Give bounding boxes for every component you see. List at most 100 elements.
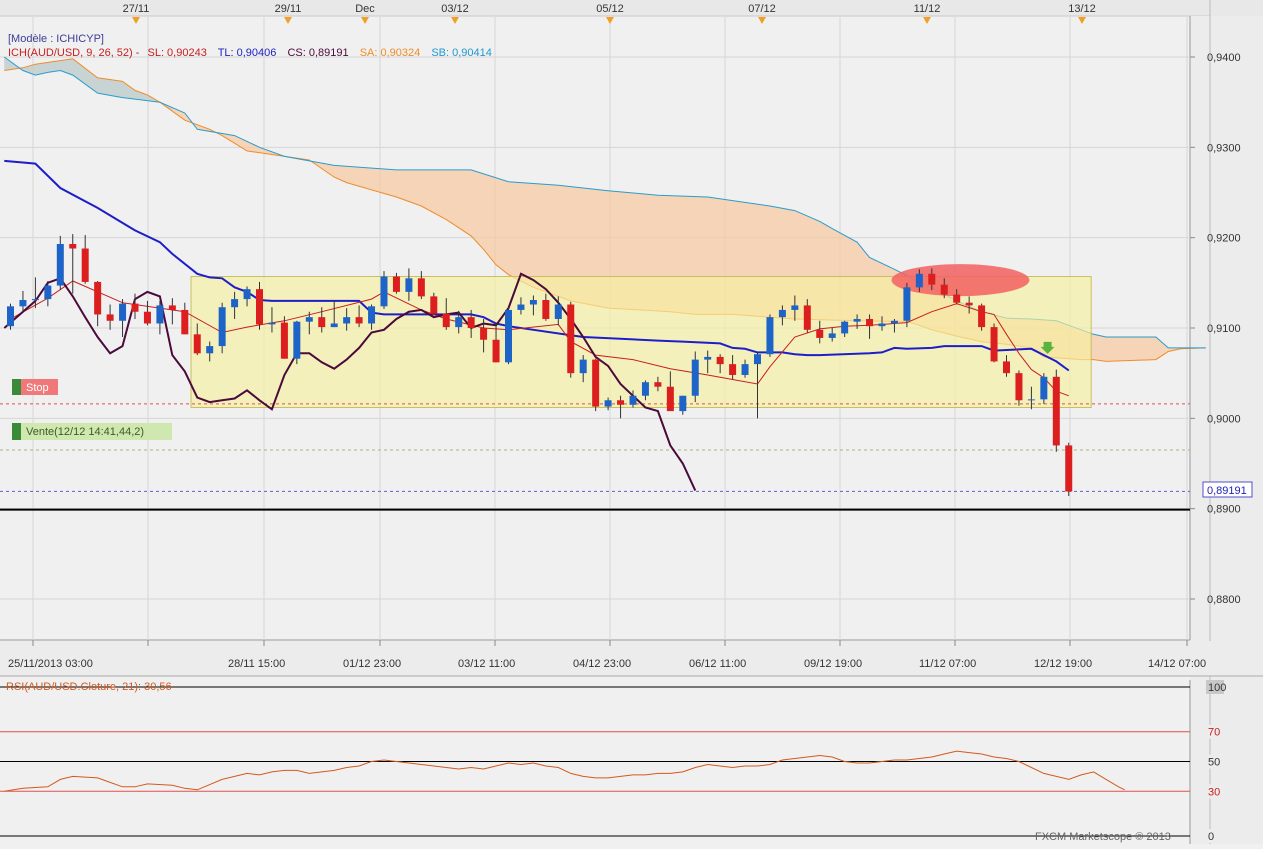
time-tick-label: 01/12 23:00: [343, 658, 401, 670]
price-tick-label: 0,9400: [1207, 52, 1241, 64]
current-price-tag: 0,89191: [1202, 481, 1253, 498]
kumo-fill-bullish: [4, 57, 173, 112]
candle-body: [405, 278, 413, 292]
candle-body: [803, 305, 811, 330]
sell-label: Vente(12/12 14:41,44,2): [26, 426, 144, 438]
stop-order-marker[interactable]: Stop: [12, 379, 58, 395]
top-date-label: 29/11: [275, 3, 302, 15]
legend-sa: SA: 0,90324: [360, 47, 421, 59]
candle-body: [7, 306, 14, 327]
rsi-tick-label: 50: [1208, 757, 1220, 769]
candle-body: [256, 289, 263, 325]
price-tick-label: 0,9300: [1207, 142, 1241, 154]
rsi-tick-label: 0: [1208, 831, 1214, 843]
time-tick-label: 11/12 07:00: [919, 658, 976, 670]
price-axis-ticks: 0,9400 0,9300 0,9200 0,9100 0,9000 0,8900 0,88…: [1190, 52, 1241, 606]
time-axis-ticks: 25/11/2013 03:00 28/11 15:00 01/12 23:00 03…: [8, 640, 1206, 670]
candle-body: [467, 317, 475, 328]
candle-body: [417, 278, 425, 297]
time-tick-label: 12/12 19:00: [1034, 658, 1092, 670]
candle-body: [268, 322, 276, 325]
candle-body: [965, 302, 973, 306]
candle-body: [791, 305, 799, 310]
rsi-tick-label: 30: [1208, 786, 1220, 798]
candle-body: [641, 382, 649, 396]
sell-order-marker[interactable]: Vente(12/12 14:41,44,2): [12, 423, 172, 440]
period-marker-icon: [758, 17, 766, 24]
candle-body: [330, 323, 338, 328]
candle-body: [666, 386, 674, 412]
time-tick-label: 06/12 11:00: [689, 658, 746, 670]
candle-body: [592, 359, 600, 407]
candle-body: [492, 339, 500, 363]
candle-body: [1003, 361, 1010, 374]
period-marker-icon: [361, 17, 369, 24]
candle-body: [368, 306, 376, 324]
consolidation-box: [190, 276, 1092, 408]
candle-body: [156, 305, 164, 324]
candle-body: [716, 356, 724, 365]
candle-body: [31, 299, 39, 301]
candle-body: [928, 273, 936, 285]
candle-body: [890, 320, 898, 324]
top-date-label: 05/12: [596, 3, 624, 15]
period-marker-icon: [451, 17, 459, 24]
candle-body: [853, 318, 861, 322]
current-price-label: 0,89191: [1207, 485, 1247, 497]
time-tick-label: 28/11 15:00: [228, 658, 285, 670]
candle-body: [816, 329, 824, 338]
sell-signal-arrow-icon: [1040, 341, 1055, 354]
candle-body: [505, 309, 512, 363]
candle-body: [280, 322, 288, 359]
legend-sl: SL: 0,90243: [147, 47, 206, 59]
top-date-label: 13/12: [1068, 3, 1096, 15]
period-marker-icon: [1078, 17, 1086, 24]
kijun-sen-line: [4, 159, 1070, 372]
candle-body: [915, 273, 923, 288]
top-date-label: 03/12: [441, 3, 469, 15]
candle-body: [841, 321, 849, 334]
candle-body: [1040, 376, 1048, 400]
candle-body: [81, 248, 89, 282]
candle-body: [131, 303, 139, 312]
candle-body: [218, 307, 226, 347]
ichimoku-legend: ICH(AUD/USD, 9, 26, 52) - SL: 0,90243 TL…: [8, 47, 492, 59]
legend-sb: SB: 0,90414: [431, 47, 492, 59]
date-header-strip: [0, 0, 1263, 16]
candle-body: [56, 243, 64, 286]
candle-body: [480, 328, 488, 340]
candle-body: [878, 323, 886, 327]
price-tick-label: 0,8900: [1207, 504, 1241, 516]
price-tick-label: 0,8800: [1207, 594, 1241, 606]
candle-body: [206, 346, 214, 354]
candle-body: [106, 314, 114, 321]
top-date-markers: 27/11 29/11 Dec 03/12 05/12 07/12 11/12 13/12: [123, 3, 1096, 24]
rsi-panel[interactable]: 100 70 50 30 0: [0, 680, 1226, 843]
time-tick-label: 25/11/2013 03:00: [8, 658, 93, 670]
rsi-tick-bg: [1206, 784, 1224, 799]
candle-body: [866, 318, 874, 327]
period-marker-icon: [606, 17, 614, 24]
candle-body: [1027, 399, 1035, 401]
top-date-label: Dec: [355, 3, 375, 15]
candle-body: [953, 294, 961, 303]
model-label: [Modèle : ICHICYP]: [8, 33, 104, 45]
candle-body: [654, 382, 662, 387]
candle-body: [754, 354, 761, 365]
candle-body: [579, 359, 587, 374]
candle-body: [978, 305, 986, 328]
candle-body: [430, 296, 438, 314]
price-tick-label: 0,9200: [1207, 233, 1241, 245]
period-marker-icon: [132, 17, 140, 24]
candle-body: [679, 395, 687, 412]
candle-body: [181, 309, 189, 335]
candle-body: [168, 305, 176, 310]
candle-body: [567, 304, 575, 374]
rsi-tick-label: 70: [1208, 727, 1220, 739]
time-tick-label: 04/12 23:00: [573, 658, 631, 670]
candle-body: [392, 276, 400, 292]
rsi-tick-bg: [1206, 680, 1224, 694]
candlesticks[interactable]: [7, 234, 1073, 497]
